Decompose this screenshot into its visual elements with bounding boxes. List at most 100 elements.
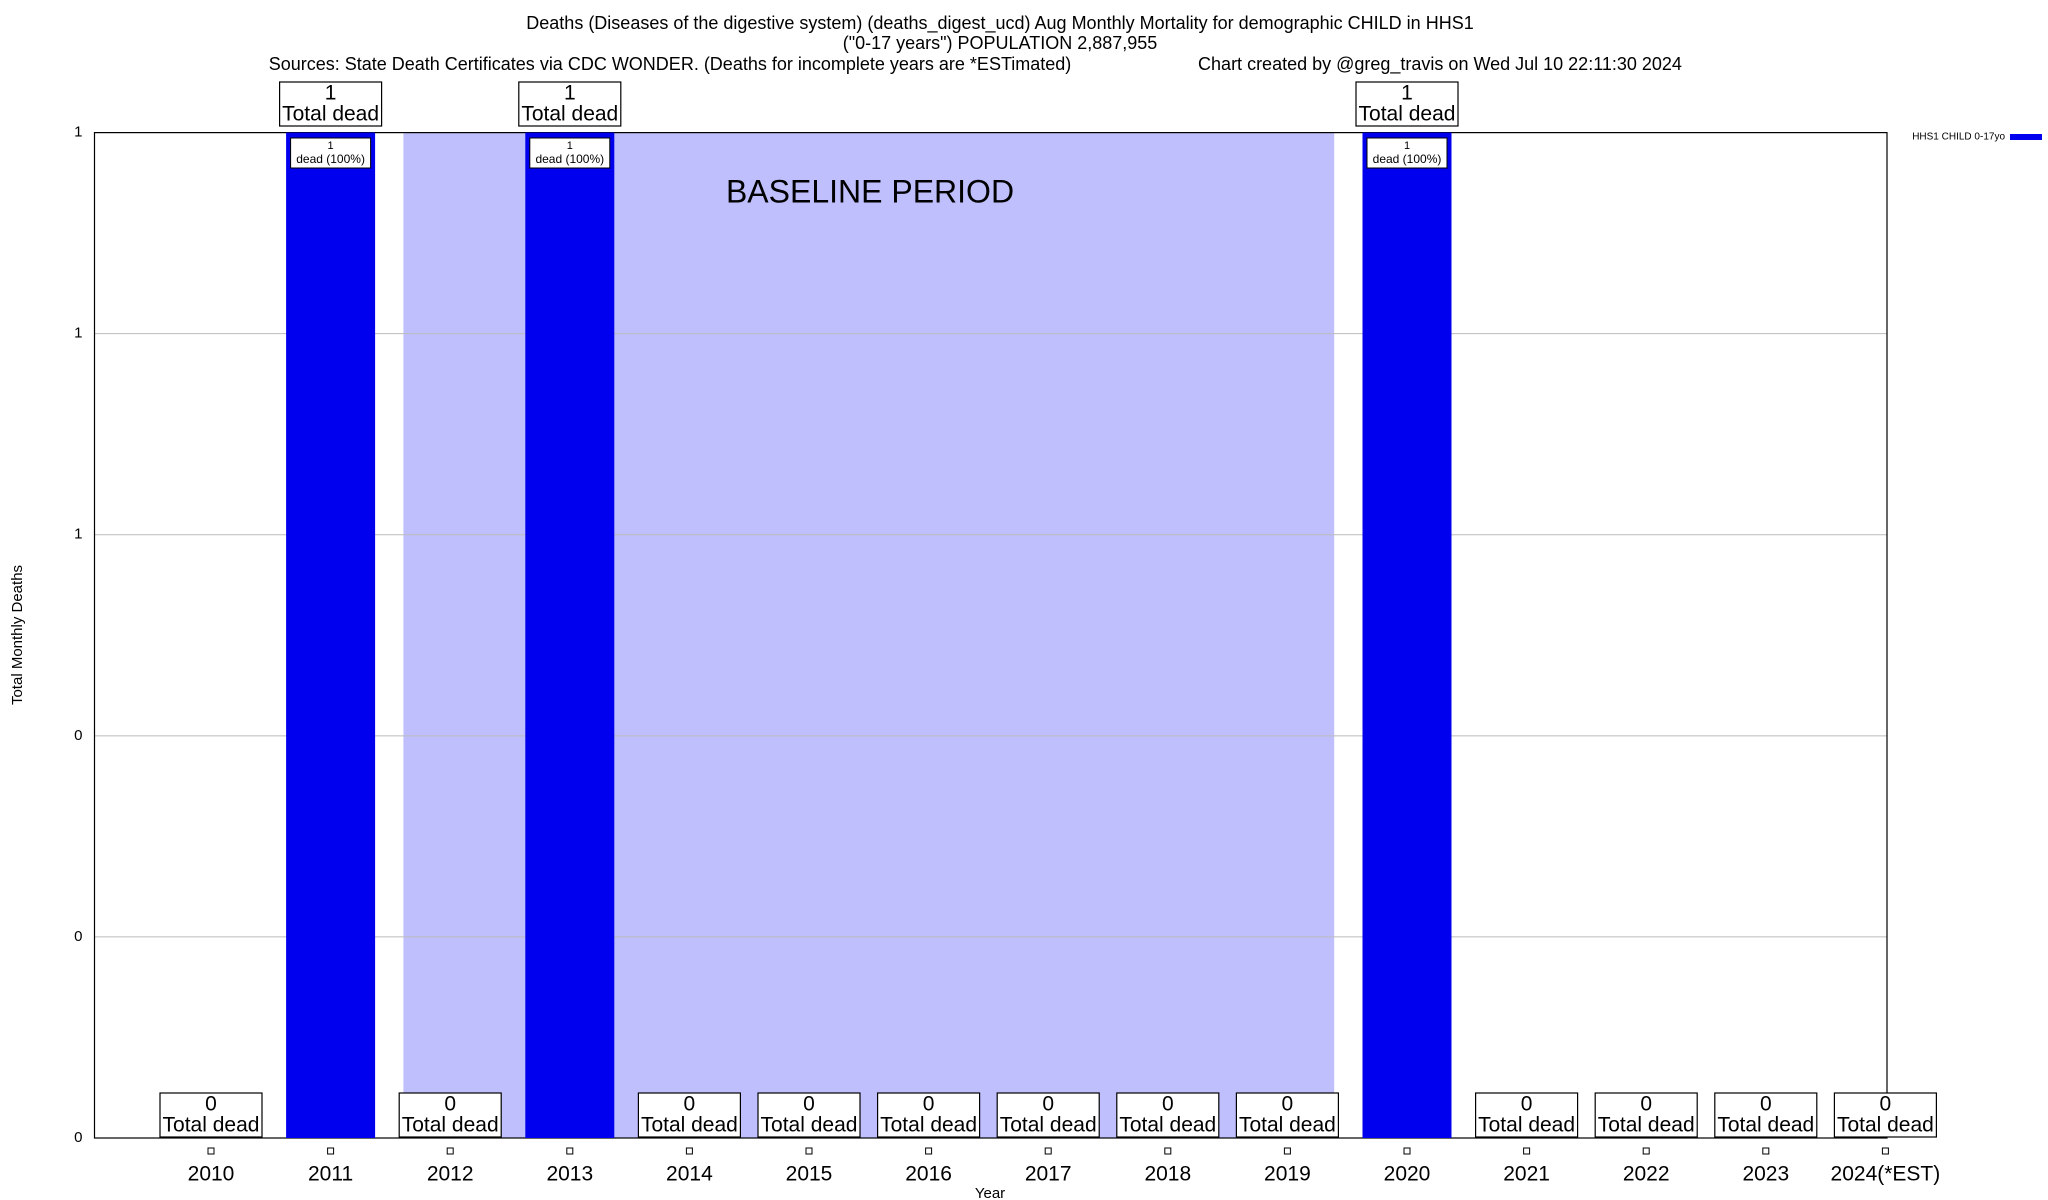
x-tick-marker: [1164, 1147, 1172, 1155]
x-tick-label: 2010: [188, 1163, 235, 1186]
share-value: 1: [567, 140, 573, 152]
total-label: Total dead: [1598, 1114, 1695, 1137]
label-box: [1833, 1092, 1938, 1138]
total-label: Total dead: [1119, 1114, 1216, 1137]
x-tick-label: 2018: [1144, 1163, 1191, 1186]
label-box: [637, 1092, 742, 1138]
y-tick-label: 0: [74, 727, 82, 744]
y-tick-label: 1: [74, 325, 82, 342]
x-tick-marker: [1642, 1147, 1650, 1155]
total-label: Total dead: [1478, 1114, 1575, 1137]
y-tick-label: 1: [74, 526, 82, 543]
value-label: 0: [923, 1093, 935, 1116]
baseline-label: BASELINE PERIOD: [726, 173, 1014, 209]
plot-frame: [93, 132, 1888, 1139]
value-label: 0: [1521, 1093, 1533, 1116]
credit: Chart created by @greg_travis on Wed Jul…: [1198, 54, 1682, 75]
x-tick-label: 2024(*EST): [1831, 1163, 1941, 1186]
total-label: Total dead: [880, 1114, 977, 1137]
label-box: [398, 1092, 502, 1138]
total-label: Total dead: [1717, 1114, 1814, 1137]
legend-label: HHS1 CHILD 0-17yo: [1912, 132, 2005, 143]
value-label: 0: [684, 1093, 696, 1116]
x-tick-marker: [446, 1147, 454, 1155]
share-box: [1366, 137, 1448, 169]
y-axis-label: Total Monthly Deaths: [9, 565, 26, 705]
label-box: [1714, 1092, 1818, 1138]
x-tick-label: 2012: [427, 1163, 474, 1186]
share-label: dead (100%): [1373, 152, 1442, 166]
label-box: [757, 1092, 861, 1138]
bar: [1362, 132, 1452, 1139]
x-tick-label: 2019: [1264, 1163, 1311, 1186]
x-tick-label: 2021: [1503, 1163, 1550, 1186]
label-box: [1116, 1092, 1220, 1138]
bar: [286, 132, 376, 1139]
x-tick-marker: [1283, 1147, 1291, 1155]
x-tick-label: 2011: [308, 1163, 353, 1186]
share-label: dead (100%): [535, 152, 604, 166]
share-label: dead (100%): [296, 152, 365, 166]
x-tick-marker: [327, 1147, 335, 1155]
x-tick-label: 2015: [786, 1163, 833, 1186]
label-box: [279, 81, 383, 127]
value-label: 1: [325, 82, 337, 105]
share-value: 1: [328, 140, 334, 152]
x-tick-label: 2020: [1384, 1163, 1431, 1186]
legend-swatch: [2010, 134, 2042, 140]
value-label: 0: [1760, 1093, 1772, 1116]
x-tick-label: 2016: [905, 1163, 952, 1186]
value-label: 1: [564, 82, 576, 105]
total-label: Total dead: [1359, 103, 1456, 126]
total-label: Total dead: [402, 1114, 499, 1137]
total-label: Total dead: [521, 103, 618, 126]
total-label: Total dead: [1837, 1114, 1934, 1137]
label-box: [159, 1092, 263, 1138]
value-label: 0: [1640, 1093, 1652, 1116]
x-tick-label: 2022: [1623, 1163, 1670, 1186]
label-box: [1235, 1092, 1340, 1138]
total-label: Total dead: [641, 1114, 738, 1137]
x-tick-marker: [685, 1147, 693, 1155]
share-box: [290, 137, 372, 169]
x-tick-label: 2013: [546, 1163, 593, 1186]
x-tick-marker: [1881, 1147, 1889, 1155]
x-tick-label: 2023: [1742, 1163, 1789, 1186]
total-label: Total dead: [761, 1114, 858, 1137]
share-value: 1: [1404, 140, 1410, 152]
label-box: [518, 81, 622, 127]
label-box: [876, 1092, 981, 1138]
total-label: Total dead: [1239, 1114, 1336, 1137]
value-label: 0: [803, 1093, 815, 1116]
value-label: 0: [205, 1093, 217, 1116]
chart-subtitle: ("0-17 years") POPULATION 2,887,955: [843, 33, 1158, 53]
chart-title: Deaths (Diseases of the digestive system…: [526, 13, 1473, 34]
value-label: 1: [1401, 82, 1413, 105]
label-box: [1355, 81, 1459, 127]
value-label: 0: [1162, 1093, 1174, 1116]
total-label: Total dead: [1000, 1114, 1097, 1137]
x-tick-label: 2014: [666, 1163, 713, 1186]
label-box: [996, 1092, 1100, 1138]
x-tick-marker: [207, 1147, 215, 1155]
bar: [525, 132, 615, 1139]
value-label: 0: [1042, 1093, 1054, 1116]
x-tick-marker: [1403, 1147, 1411, 1155]
x-tick-marker: [1044, 1147, 1052, 1155]
total-label: Total dead: [163, 1114, 260, 1137]
share-box: [529, 137, 611, 169]
value-label: 0: [1880, 1093, 1892, 1116]
